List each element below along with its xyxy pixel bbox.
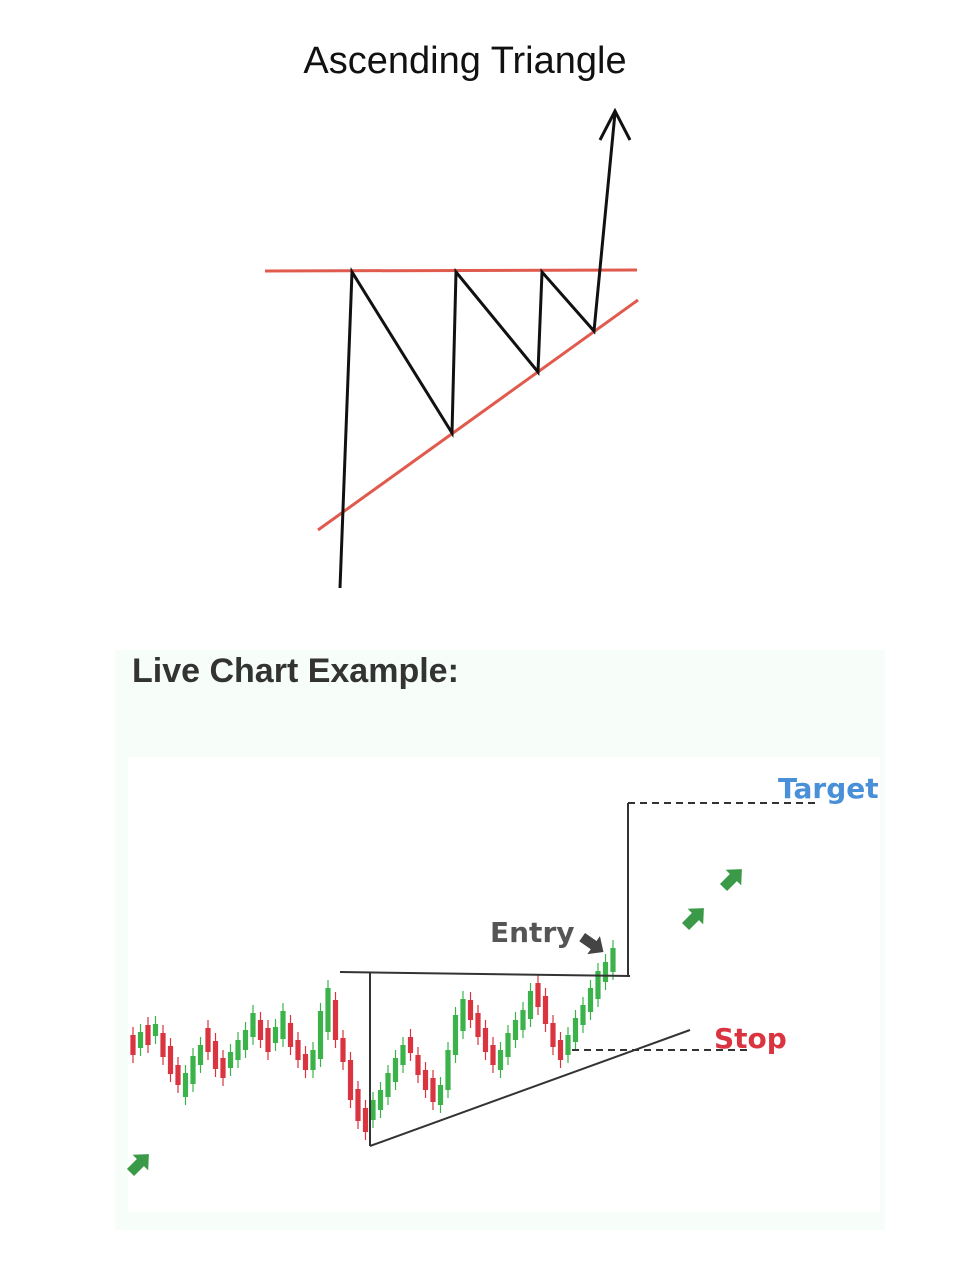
- candle-body: [310, 1050, 316, 1070]
- candle-body: [182, 1073, 189, 1097]
- candle-body: [130, 1035, 136, 1055]
- candle-body: [175, 1065, 181, 1085]
- candle-body: [317, 1011, 324, 1059]
- candle-body: [572, 1018, 579, 1042]
- candle-body: [265, 1028, 271, 1052]
- candle-body: [392, 1058, 399, 1082]
- candle-body: [460, 999, 466, 1031]
- candle-body: [197, 1045, 204, 1065]
- candle-body: [152, 1024, 159, 1036]
- candle-body: [340, 1038, 346, 1062]
- candles: [130, 940, 616, 1140]
- stop-label: Stop: [714, 1022, 787, 1055]
- candle-body: [497, 1050, 504, 1070]
- candle-body: [302, 1054, 309, 1070]
- candle-body: [295, 1040, 301, 1060]
- candle-body: [287, 1023, 294, 1047]
- candle-body: [347, 1060, 354, 1100]
- green-up-arrow-icon: [126, 1154, 149, 1177]
- candle-body: [557, 1040, 564, 1060]
- candle-body: [580, 1005, 586, 1025]
- candle-body: [520, 1010, 526, 1030]
- candle-body: [482, 1028, 489, 1052]
- entry-arrow-icon: [579, 933, 604, 955]
- candle-body: [512, 1020, 519, 1040]
- candle-body: [467, 1000, 474, 1020]
- candle-body: [595, 971, 601, 999]
- candle-body: [167, 1046, 174, 1074]
- candle-body: [610, 948, 616, 972]
- candle-body: [325, 988, 331, 1032]
- ascending-triangle-diagram: [264, 107, 639, 589]
- triangle-resistance-line: [339, 971, 631, 977]
- candle-body: [445, 1050, 451, 1090]
- green-up-arrow-icon: [719, 869, 742, 892]
- candle-body: [160, 1033, 166, 1057]
- candle-body: [490, 1045, 496, 1065]
- candle-body: [535, 983, 541, 1007]
- candle-body: [527, 991, 534, 1019]
- support-line: [317, 298, 639, 532]
- candle-body: [212, 1041, 219, 1069]
- candle-body: [550, 1023, 556, 1047]
- candle-body: [235, 1040, 241, 1060]
- up-arrow-icon: [598, 107, 632, 141]
- candle-body: [370, 1100, 376, 1120]
- candle-body: [505, 1033, 511, 1057]
- candle-body: [475, 1013, 481, 1037]
- candle-body: [205, 1028, 211, 1052]
- candle-body: [430, 1078, 436, 1102]
- candle-body: [452, 1015, 459, 1055]
- candle-body: [257, 1020, 264, 1040]
- candle-body: [415, 1055, 421, 1075]
- candle-body: [242, 1030, 249, 1050]
- live-chart-heading: Live Chart Example:: [132, 652, 459, 690]
- candle-body: [227, 1052, 234, 1068]
- price-path: [338, 112, 617, 589]
- candle-body: [280, 1011, 286, 1039]
- candle-body: [542, 996, 549, 1024]
- resistance-line: [264, 268, 638, 273]
- candle-body: [250, 1013, 256, 1037]
- candle-body: [565, 1035, 571, 1055]
- candle-body: [400, 1045, 406, 1065]
- candle-body: [137, 1032, 144, 1048]
- entry-label: Entry: [490, 916, 575, 949]
- diagram-title: Ascending Triangle: [303, 40, 627, 82]
- candle-body: [145, 1025, 151, 1045]
- target-label: Target: [778, 772, 879, 805]
- candle-body: [355, 1089, 361, 1121]
- candle-body: [587, 988, 594, 1012]
- candle-body: [602, 962, 609, 982]
- green-up-arrow-icon: [681, 908, 704, 931]
- candle-body: [190, 1056, 196, 1084]
- candle-body: [422, 1070, 429, 1090]
- candle-body: [332, 1000, 339, 1040]
- candle-body: [220, 1058, 226, 1078]
- candle-body: [377, 1090, 384, 1110]
- candle-body: [437, 1085, 444, 1105]
- candle-body: [362, 1108, 369, 1132]
- candle-body: [385, 1073, 391, 1097]
- candle-body: [407, 1037, 414, 1053]
- candle-body: [272, 1027, 279, 1043]
- chart-area: [128, 757, 880, 1212]
